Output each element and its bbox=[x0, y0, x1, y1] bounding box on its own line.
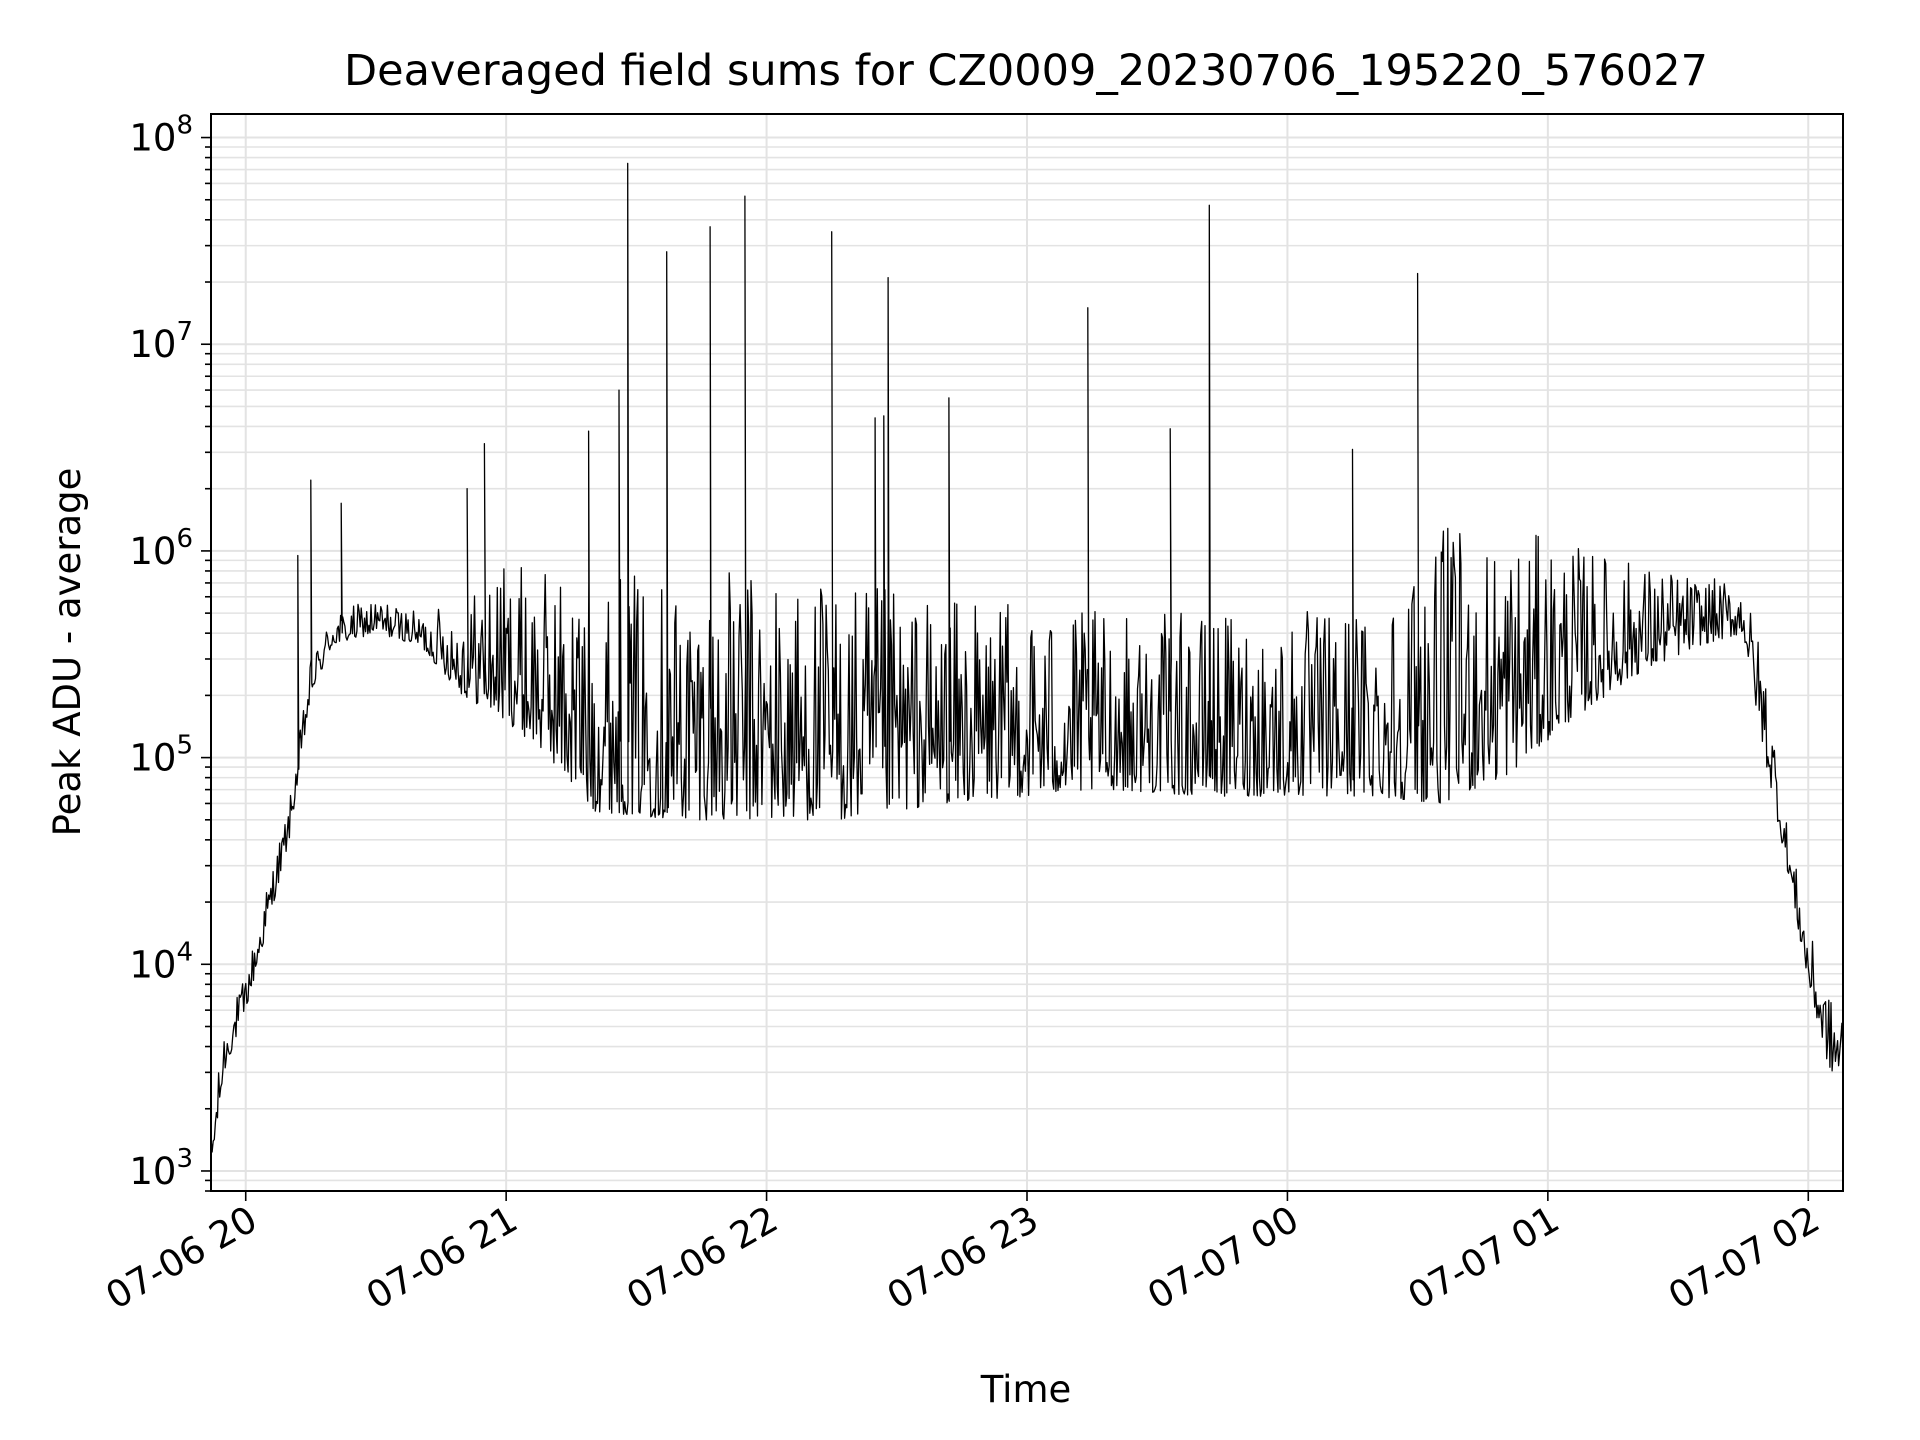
y-tick-base: 10 bbox=[129, 117, 176, 160]
x-tick-label: 07-06 21 bbox=[359, 1198, 525, 1318]
y-tick-label: 104 bbox=[129, 937, 193, 986]
x-tick-label: 07-07 01 bbox=[1401, 1198, 1567, 1318]
x-axis: 07-06 20 07-06 21 07-06 22 07-06 23 07-07 00… bbox=[99, 1191, 1827, 1318]
y-tick-base: 10 bbox=[129, 737, 176, 780]
y-tick-base: 10 bbox=[129, 943, 176, 986]
x-tick-label: 07-07 02 bbox=[1661, 1198, 1827, 1318]
data-line bbox=[210, 162, 1844, 1153]
series-line bbox=[210, 162, 1844, 1153]
y-tick-exponent: 5 bbox=[176, 731, 193, 761]
x-tick-label: 07-06 22 bbox=[620, 1198, 786, 1318]
y-tick-exponent: 6 bbox=[176, 524, 193, 554]
y-tick-label: 107 bbox=[129, 317, 193, 366]
chart-title: Deaveraged field sums for CZ0009_2023070… bbox=[344, 46, 1708, 96]
y-tick-label: 103 bbox=[129, 1144, 193, 1193]
grid bbox=[211, 114, 1843, 1192]
x-tick-label: 07-07 00 bbox=[1140, 1198, 1306, 1318]
y-tick-exponent: 3 bbox=[176, 1144, 193, 1174]
y-tick-exponent: 8 bbox=[176, 111, 193, 141]
y-tick-label: 108 bbox=[129, 111, 193, 160]
y-tick-base: 10 bbox=[129, 1150, 176, 1193]
y-tick-base: 10 bbox=[129, 323, 176, 366]
x-tick-label: 07-06 20 bbox=[99, 1198, 265, 1318]
y-tick-exponent: 7 bbox=[176, 317, 193, 347]
y-axis-label: Peak ADU - average bbox=[46, 468, 89, 837]
y-tick-base: 10 bbox=[129, 530, 176, 573]
y-tick-label: 105 bbox=[129, 731, 193, 780]
x-axis-label: Time bbox=[980, 1368, 1072, 1411]
y-tick-exponent: 4 bbox=[176, 937, 193, 967]
x-tick-label: 07-06 23 bbox=[880, 1198, 1046, 1318]
y-tick-label: 106 bbox=[129, 524, 193, 573]
